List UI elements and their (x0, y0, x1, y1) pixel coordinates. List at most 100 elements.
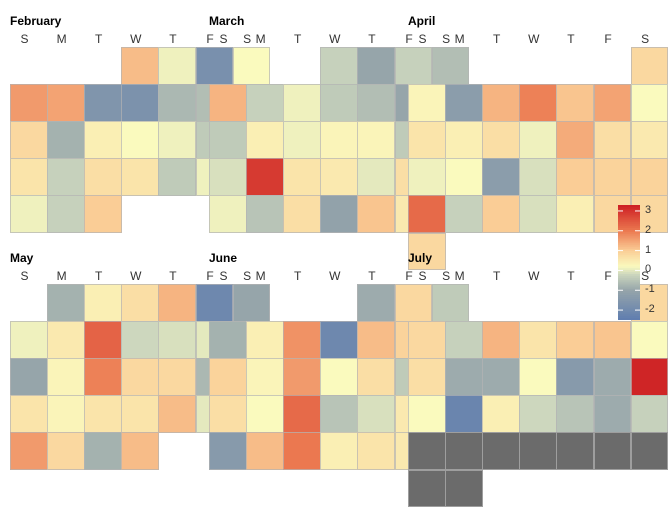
heatmap-cell (209, 84, 247, 122)
day-header: T (80, 32, 117, 46)
legend-gradient-slice (618, 318, 640, 320)
day-header: S (6, 269, 43, 283)
heatmap-cell (631, 395, 669, 433)
day-header: S (6, 32, 43, 46)
heatmap-cell (408, 432, 446, 470)
heatmap-cell (482, 395, 520, 433)
day-header: T (478, 32, 515, 46)
heatmap-cell (121, 158, 159, 196)
day-header: S (404, 269, 441, 283)
heatmap-cell (408, 195, 446, 233)
heatmap-cell (556, 358, 594, 396)
heatmap-cell (556, 195, 594, 233)
heatmap-cell (519, 84, 557, 122)
day-header: T (80, 269, 117, 283)
heatmap-cell (594, 84, 632, 122)
heatmap-cell (47, 284, 85, 322)
heatmap-cell (47, 195, 85, 233)
heatmap-cell (283, 195, 321, 233)
heatmap-cell (209, 358, 247, 396)
heatmap-cell (594, 358, 632, 396)
heatmap-cell (445, 470, 483, 507)
heatmap-cell (482, 432, 520, 470)
heatmap-cell (432, 284, 470, 322)
heatmap-cell (283, 358, 321, 396)
heatmap-cell (47, 121, 85, 159)
heatmap-cell (121, 432, 159, 470)
heatmap-cell (408, 121, 446, 159)
heatmap-cell (233, 284, 271, 322)
heatmap-cell (209, 121, 247, 159)
day-header: S (627, 32, 664, 46)
day-header: S (404, 32, 441, 46)
heatmap-cell (10, 321, 48, 359)
heatmap-cell (246, 195, 284, 233)
heatmap-cell (121, 395, 159, 433)
heatmap-cell (395, 47, 433, 85)
heatmap-cell (594, 395, 632, 433)
heatmap-cell (445, 121, 483, 159)
heatmap-cell (320, 395, 358, 433)
legend-tick-label: 3 (645, 204, 651, 216)
heatmap-cell (445, 195, 483, 233)
heatmap-cell (84, 195, 122, 233)
heatmap-cell (158, 395, 196, 433)
heatmap-cell (320, 47, 358, 85)
heatmap-cell (594, 121, 632, 159)
heatmap-cell (84, 321, 122, 359)
heatmap-cell (209, 321, 247, 359)
panel-title: March (209, 14, 244, 28)
heatmap-cell (320, 432, 358, 470)
heatmap-cell (556, 121, 594, 159)
heatmap-cell (196, 47, 234, 85)
heatmap-cell (84, 158, 122, 196)
heatmap-cell (482, 158, 520, 196)
heatmap-cell (556, 84, 594, 122)
heatmap-cell (357, 395, 395, 433)
heatmap-cell (246, 358, 284, 396)
day-header: T (279, 269, 316, 283)
heatmap-cell (357, 358, 395, 396)
heatmap-cell (395, 284, 433, 322)
heatmap-cell (320, 195, 358, 233)
day-header: T (353, 269, 390, 283)
heatmap-cell (10, 195, 48, 233)
heatmap-cell (320, 321, 358, 359)
panel-title: February (10, 14, 61, 28)
heatmap-cell (631, 321, 669, 359)
legend-colorbar (618, 205, 640, 320)
heatmap-cell (158, 358, 196, 396)
legend-tick-label: 0 (645, 263, 651, 275)
heatmap-cell (445, 158, 483, 196)
heatmap-cell (233, 47, 271, 85)
heatmap-cell (631, 432, 669, 470)
day-header: S (205, 32, 242, 46)
heatmap-cell (283, 395, 321, 433)
heatmap-cell (121, 321, 159, 359)
heatmap-cell (121, 84, 159, 122)
day-header: S (205, 269, 242, 283)
heatmap-cell (631, 121, 669, 159)
day-header: M (242, 32, 279, 46)
heatmap-cell (357, 158, 395, 196)
heatmap-cell (519, 432, 557, 470)
heatmap-cell (519, 321, 557, 359)
heatmap-cell (320, 121, 358, 159)
heatmap-cell (47, 321, 85, 359)
heatmap-cell (631, 47, 669, 85)
heatmap-cell (482, 84, 520, 122)
heatmap-cell (47, 158, 85, 196)
heatmap-cell (209, 195, 247, 233)
heatmap-cell (283, 121, 321, 159)
day-header: T (353, 32, 390, 46)
legend-tick-label: -2 (645, 303, 655, 315)
heatmap-cell (631, 358, 669, 396)
legend-tick-label: -1 (645, 283, 655, 295)
heatmap-cell (445, 358, 483, 396)
heatmap-cell (10, 158, 48, 196)
heatmap-cell (246, 432, 284, 470)
heatmap-cell (482, 321, 520, 359)
heatmap-cell (357, 321, 395, 359)
heatmap-cell (357, 121, 395, 159)
